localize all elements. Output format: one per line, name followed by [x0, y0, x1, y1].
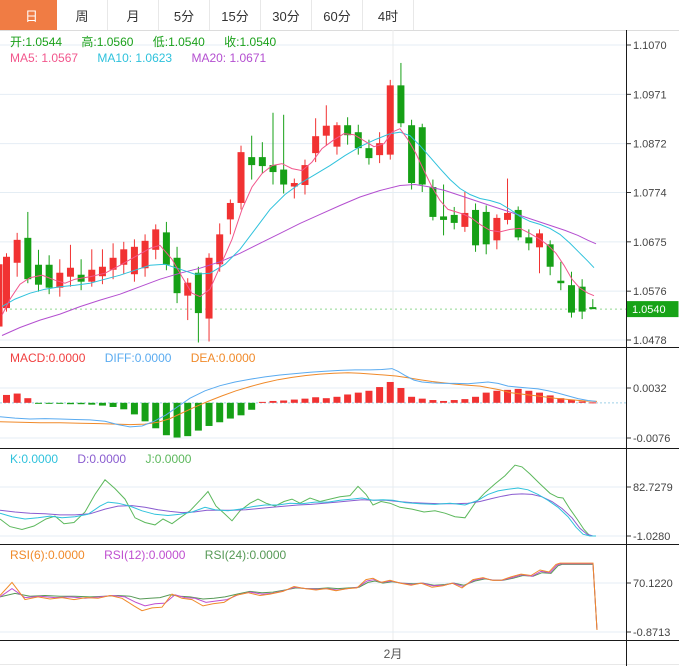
rsi24-value: RSI(24):0.0000 [204, 548, 287, 562]
svg-text:1.1070: 1.1070 [633, 40, 667, 52]
rsi-legend: RSI(6):0.0000 RSI(12):0.0000 RSI(24):0.0… [10, 548, 302, 562]
svg-text:-1.0280: -1.0280 [633, 531, 670, 543]
svg-text:1.0478: 1.0478 [633, 335, 667, 347]
tab-4hour[interactable]: 4时 [363, 0, 414, 30]
ma5-value: MA5: 1.0567 [10, 51, 79, 65]
d-value: D:0.0000 [77, 452, 127, 466]
diff-value: DIFF:0.0000 [104, 351, 172, 365]
tab-5min[interactable]: 5分 [159, 0, 210, 30]
svg-text:0.0032: 0.0032 [633, 383, 667, 395]
tab-30min[interactable]: 30分 [261, 0, 312, 30]
svg-text:1.0774: 1.0774 [633, 188, 667, 200]
tab-month[interactable]: 月 [108, 0, 159, 30]
svg-text:82.7279: 82.7279 [633, 482, 673, 494]
x-axis-month-label: 2月 [383, 647, 403, 661]
svg-text:-0.8713: -0.8713 [633, 627, 670, 639]
separator-macd-kdj [0, 448, 679, 449]
j-value: J:0.0000 [145, 452, 192, 466]
tab-60min[interactable]: 60分 [312, 0, 363, 30]
svg-text:1.0872: 1.0872 [633, 139, 667, 151]
macd-value: MACD:0.0000 [10, 351, 86, 365]
low-value: 低:1.0540 [152, 35, 205, 49]
ma20-value: MA20: 1.0671 [191, 51, 267, 65]
svg-text:1.0540: 1.0540 [632, 304, 666, 316]
timeframe-tabbar: 日 周 月 5分 15分 30分 60分 4时 [0, 0, 679, 31]
rsi12-value: RSI(12):0.0000 [104, 548, 186, 562]
macd-legend: MACD:0.0000 DIFF:0.0000 DEA:0.0000 [10, 351, 271, 365]
tabbar-left-accent [0, 0, 6, 30]
kdj-legend: K:0.0000 D:0.0000 J:0.0000 [10, 452, 207, 466]
svg-text:-0.0076: -0.0076 [633, 433, 670, 445]
tab-week[interactable]: 周 [57, 0, 108, 30]
svg-text:1.0576: 1.0576 [633, 286, 667, 298]
price-axis-line [626, 30, 627, 666]
separator-kdj-rsi [0, 544, 679, 545]
tab-day[interactable]: 日 [6, 0, 57, 30]
ohlc-readout: 开:1.0544 高:1.0560 低:1.0540 收:1.0540 [10, 33, 292, 50]
close-value: 收:1.0540 [224, 35, 277, 49]
separator-main-macd [0, 347, 679, 348]
ma10-value: MA10: 1.0623 [97, 51, 173, 65]
svg-text:70.1220: 70.1220 [633, 578, 673, 590]
tab-15min[interactable]: 15分 [210, 0, 261, 30]
dea-value: DEA:0.0000 [190, 351, 256, 365]
open-value: 开:1.0544 [10, 35, 63, 49]
k-value: K:0.0000 [10, 452, 59, 466]
rsi6-value: RSI(6):0.0000 [10, 548, 85, 562]
svg-text:1.0675: 1.0675 [633, 237, 667, 249]
ma-legend: MA5: 1.0567 MA10: 1.0623 MA20: 1.0671 [10, 51, 282, 65]
bottom-border [0, 664, 679, 665]
svg-text:1.0971: 1.0971 [633, 89, 667, 101]
separator-rsi-xaxis [0, 640, 679, 641]
high-value: 高:1.0560 [81, 35, 134, 49]
